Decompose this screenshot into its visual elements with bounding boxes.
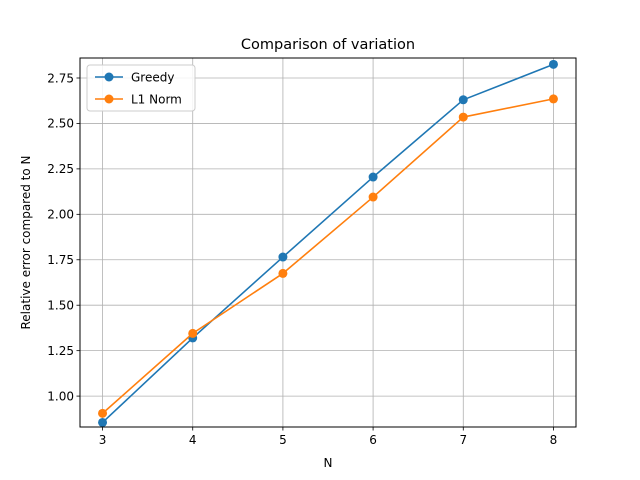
x-tick-label: 4 xyxy=(189,433,197,447)
data-point xyxy=(98,408,108,418)
data-point xyxy=(458,112,468,122)
data-point xyxy=(548,94,558,104)
series-2 xyxy=(98,94,558,418)
legend-label: L1 Norm xyxy=(131,92,182,106)
plot-frame xyxy=(79,57,577,428)
data-point xyxy=(458,95,468,105)
chart-title: Comparison of variation xyxy=(241,37,415,53)
y-tick-label: 1.50 xyxy=(47,299,74,313)
y-tick-label: 2.75 xyxy=(47,71,74,85)
y-tick-label: 2.50 xyxy=(47,117,74,131)
legend: Greedy L1 Norm xyxy=(86,64,196,112)
y-tick-label: 1.25 xyxy=(47,344,74,358)
x-axis-title: N xyxy=(324,456,333,470)
y-tick-label: 1.75 xyxy=(47,253,74,267)
axis-ticks: 3 4 5 6 7 8 1.00 1.25 1.50 1.75 2.00 2.25 2.50 2.75 xyxy=(47,71,557,447)
series-layer xyxy=(98,59,558,427)
x-tick-label: 3 xyxy=(99,433,107,447)
y-tick-label: 2.25 xyxy=(47,162,74,176)
data-point xyxy=(278,268,288,278)
legend-item: Greedy xyxy=(95,70,174,84)
data-point xyxy=(368,192,378,202)
y-tick-label: 1.00 xyxy=(47,389,74,403)
data-point xyxy=(548,59,558,69)
x-tick-label: 6 xyxy=(369,433,377,447)
x-tick-label: 8 xyxy=(550,433,558,447)
series-line xyxy=(101,63,554,424)
series-line xyxy=(102,98,554,414)
data-point xyxy=(188,328,198,338)
data-point xyxy=(368,172,378,182)
x-tick-label: 5 xyxy=(279,433,287,447)
legend-item: L1 Norm xyxy=(95,92,182,106)
legend-marker xyxy=(104,94,114,104)
data-point xyxy=(278,252,288,262)
x-tick-label: 7 xyxy=(459,433,467,447)
y-tick-label: 2.00 xyxy=(47,208,74,222)
grid-lines xyxy=(80,58,576,427)
data-point xyxy=(98,417,108,427)
y-axis-title: Relative error compared to N xyxy=(19,156,33,330)
legend-label: Greedy xyxy=(131,70,174,84)
legend-marker xyxy=(104,72,114,82)
